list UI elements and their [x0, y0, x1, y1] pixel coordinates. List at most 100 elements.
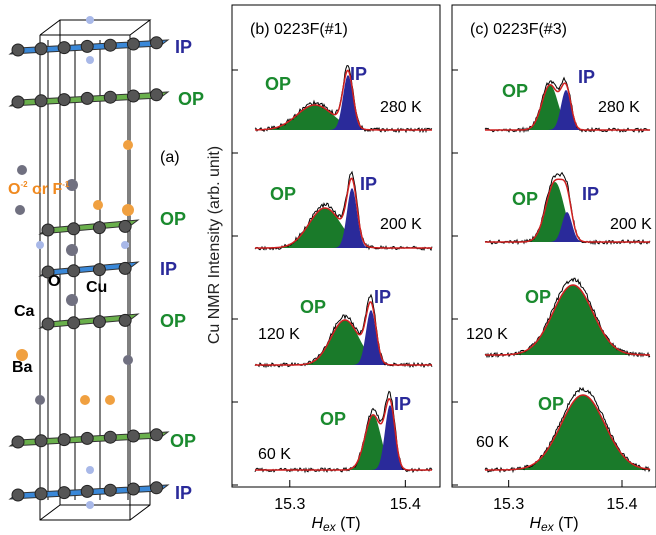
layer-label: OP — [170, 431, 196, 451]
component-peak — [485, 395, 650, 470]
peak-label: IP — [350, 64, 367, 84]
atom — [66, 179, 78, 191]
atom — [17, 165, 27, 175]
anion-part: -1 — [62, 180, 70, 189]
atom — [118, 313, 132, 327]
component-peak — [485, 212, 650, 242]
fit-curve — [254, 69, 432, 131]
temperature-label: 280 K — [598, 99, 640, 116]
atom — [92, 263, 106, 277]
atom — [41, 265, 55, 279]
anion-part: -2 — [20, 180, 28, 189]
x-label-symbol: H — [529, 515, 541, 532]
atom — [57, 41, 71, 55]
x-axis-label: Hex (T) — [311, 515, 360, 534]
fit-curve — [254, 177, 432, 249]
temperature-label: 60 K — [476, 434, 509, 451]
component-peak — [255, 75, 432, 130]
atom — [123, 355, 133, 365]
temperature-label: 200 K — [380, 216, 422, 233]
atom — [57, 486, 71, 500]
spectrum — [484, 171, 651, 246]
x-tick-label: 15.4 — [390, 496, 421, 513]
panel-frame — [231, 4, 441, 488]
atom — [11, 43, 25, 57]
atom — [86, 501, 94, 509]
atom — [80, 39, 94, 53]
atom — [123, 140, 133, 150]
peak-label: OP — [320, 409, 346, 429]
component-peak — [485, 285, 650, 355]
atom — [16, 349, 28, 361]
layer-label: IP — [160, 259, 177, 279]
spectrum — [254, 390, 433, 474]
atom — [80, 431, 94, 445]
peak-label: OP — [502, 81, 528, 101]
atom-label: Ba — [12, 359, 33, 376]
atom — [118, 219, 132, 233]
atom — [86, 16, 94, 24]
panel-title: (b) 0223F(#1) — [250, 21, 348, 38]
atom — [34, 434, 48, 448]
fit-curve — [484, 284, 651, 356]
layer-label: OP — [160, 311, 186, 331]
atom — [103, 483, 117, 497]
anion-part: or F — [28, 181, 63, 198]
atom — [80, 484, 94, 498]
atom — [66, 294, 78, 306]
peak-label: IP — [578, 67, 595, 87]
atom — [34, 487, 48, 501]
component-peak — [485, 90, 650, 130]
peak-label: OP — [300, 297, 326, 317]
atom — [36, 241, 44, 249]
atom — [57, 93, 71, 107]
atom — [67, 316, 81, 330]
component-peak — [255, 320, 432, 365]
component-peak — [255, 105, 432, 130]
atom — [105, 395, 115, 405]
atom — [11, 95, 25, 109]
peak-label: OP — [538, 394, 564, 414]
x-tick-label: 15.3 — [493, 496, 524, 513]
atom — [149, 88, 163, 102]
temperature-label: 120 K — [466, 326, 508, 343]
panel-frame — [451, 4, 656, 488]
atom — [80, 395, 90, 405]
peak-label: IP — [394, 394, 411, 414]
atom — [118, 261, 132, 275]
atom — [67, 264, 81, 278]
atom — [15, 205, 25, 215]
atom — [66, 244, 78, 256]
component-peak — [255, 405, 432, 470]
atom — [67, 222, 81, 236]
atom — [86, 56, 94, 64]
layer-label: IP — [175, 483, 192, 503]
atom — [80, 91, 94, 105]
x-label-subscript: ex — [323, 520, 337, 534]
x-label-unit: (T) — [336, 515, 361, 532]
x-tick-label: 15.4 — [606, 496, 637, 513]
atom — [103, 38, 117, 52]
atom — [11, 435, 25, 449]
atom — [34, 94, 48, 108]
atom — [34, 42, 48, 56]
fit-curve — [485, 82, 650, 131]
atom — [11, 488, 25, 502]
x-label-symbol: H — [311, 515, 323, 532]
atom — [122, 204, 134, 216]
atom — [126, 482, 140, 496]
atom — [92, 221, 106, 235]
x-label-subscript: ex — [541, 520, 555, 534]
atom — [35, 395, 45, 405]
atom — [121, 241, 129, 249]
atom — [126, 89, 140, 103]
atom — [149, 36, 163, 50]
atom — [149, 481, 163, 495]
fit-curve — [255, 397, 432, 471]
anion-part: O — [8, 181, 20, 198]
y-axis-label: Cu NMR Intensity (arb. unit) — [206, 146, 223, 344]
atom-label: O — [48, 273, 60, 290]
atom — [57, 433, 71, 447]
x-tick-label: 15.3 — [274, 496, 305, 513]
